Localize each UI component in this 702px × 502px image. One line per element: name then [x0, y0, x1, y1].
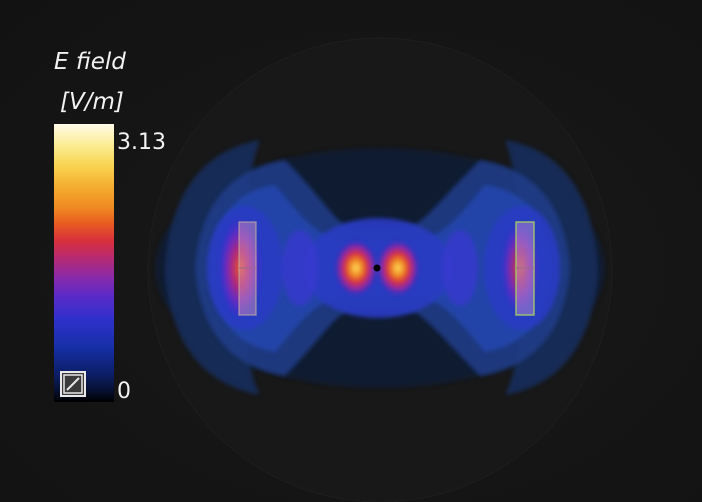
scale-toggle-button[interactable]	[60, 371, 86, 397]
source-point[interactable]	[373, 264, 381, 272]
colorbar-min-label: 0	[117, 379, 131, 404]
scale-toggle-icon	[63, 374, 83, 394]
legend-title: E field	[54, 49, 126, 75]
colorbar	[54, 124, 114, 402]
central-lobes	[336, 242, 418, 294]
legend-unit: [V/m]	[60, 89, 124, 115]
colorbar-max-label: 3.13	[117, 130, 166, 155]
